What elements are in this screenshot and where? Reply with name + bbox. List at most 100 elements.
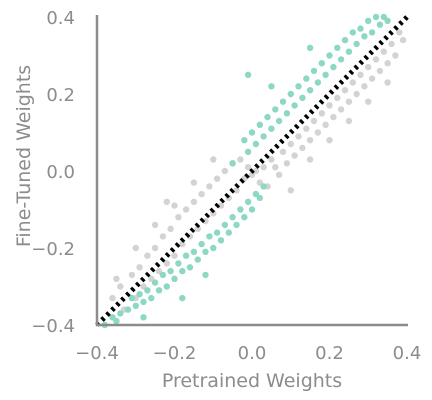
scatter-point (237, 156, 244, 163)
scatter-point (337, 56, 345, 63)
scatter-point (202, 248, 209, 255)
scatter-point (144, 287, 151, 294)
scatter-point (388, 40, 395, 48)
scatter-point (163, 198, 170, 205)
scatter-point (252, 140, 260, 148)
scatter-point (171, 202, 178, 209)
scatter-point (283, 160, 291, 167)
scatter-point (182, 252, 190, 259)
scatter-point (256, 121, 263, 128)
scatter-point (140, 298, 147, 306)
y-tick-label: 0.4 (46, 8, 75, 29)
scatter-point (372, 56, 380, 63)
scatter-point (268, 83, 275, 90)
scatter-point (287, 187, 294, 194)
scatter-point (322, 71, 329, 79)
scatter-point (295, 133, 302, 140)
scatter-point (295, 83, 302, 90)
scatter-point (341, 36, 349, 44)
x-tick-label: 0.2 (315, 343, 344, 364)
scatter-point (303, 75, 310, 82)
scatter-point (279, 148, 287, 155)
y-tick-label: −0.4 (31, 316, 75, 337)
scatter-point (241, 214, 248, 221)
scatter-point (117, 283, 124, 290)
scatter-point (337, 106, 345, 113)
scatter-point (124, 306, 132, 313)
scatter-point (365, 17, 372, 24)
scatter-point (353, 40, 360, 48)
scatter-point (167, 267, 174, 275)
scatter-point (237, 206, 244, 213)
scatter-point (163, 260, 170, 267)
scatter-point (330, 63, 337, 71)
axes-layer (95, 15, 408, 327)
scatter-point (361, 83, 368, 90)
scatter-point (144, 252, 151, 259)
scatter-point (252, 167, 260, 175)
scatter-point (233, 221, 240, 229)
x-tick-label: 0.0 (238, 343, 267, 364)
scatter-point (221, 221, 229, 229)
scatter-point (306, 44, 314, 51)
scatter-point (186, 264, 194, 271)
scatter-point (190, 198, 198, 205)
scatter-point (159, 271, 167, 279)
scatter-point (217, 237, 225, 244)
scatter-point (365, 63, 372, 71)
scatter-point (190, 179, 198, 186)
scatter-point (272, 106, 279, 113)
scatter-point (368, 75, 376, 82)
x-tick-label: −0.4 (75, 343, 119, 364)
scatter-point (334, 94, 341, 102)
scatter-point (396, 29, 403, 36)
scatter-point (151, 221, 159, 229)
scatter-point (283, 110, 291, 117)
scatter-point (303, 125, 310, 132)
scatter-point (198, 190, 205, 198)
scatter-point (291, 102, 298, 109)
scatter-point (202, 217, 209, 225)
x-tick-label: 0.4 (393, 343, 422, 364)
scatter-point (260, 164, 267, 171)
scatter-point (179, 240, 186, 248)
scatter-point (314, 129, 322, 136)
scatter-point (272, 164, 279, 171)
scatter-point (190, 248, 198, 255)
scatter-point (225, 229, 232, 236)
scatter-point (151, 279, 159, 286)
scatter-point (349, 79, 356, 86)
x-tick-label: −0.2 (153, 343, 197, 364)
scatter-point (132, 244, 139, 252)
scatter-point (182, 206, 190, 213)
scatter-point (357, 25, 364, 32)
scatter-point (326, 102, 333, 109)
y-tick-label: 0.2 (46, 85, 75, 106)
scatter-point (357, 71, 364, 79)
scatter-point (244, 148, 252, 155)
scatter-point (361, 33, 368, 40)
scatter-point (194, 225, 201, 232)
scatter-point (206, 183, 213, 190)
scatter-point (299, 144, 306, 152)
scatter-point (241, 137, 248, 144)
scatter-point (384, 17, 391, 24)
scatter-point (248, 206, 256, 213)
scatter-point (163, 283, 170, 290)
scatter-point (260, 183, 267, 190)
scatter-point (279, 98, 287, 105)
scatter-point (392, 52, 399, 59)
scatter-point (318, 110, 325, 117)
scatter-point (128, 271, 136, 279)
scatter-point (202, 271, 209, 279)
x-axis-label: Pretrained Weights (162, 370, 342, 392)
scatter-point (372, 13, 380, 21)
scatter-point (136, 264, 143, 271)
scatter-point (179, 294, 186, 302)
scatter-point (194, 256, 201, 263)
scatter-point (256, 194, 263, 202)
scatter-point (117, 310, 124, 317)
scatter-point (198, 240, 205, 248)
